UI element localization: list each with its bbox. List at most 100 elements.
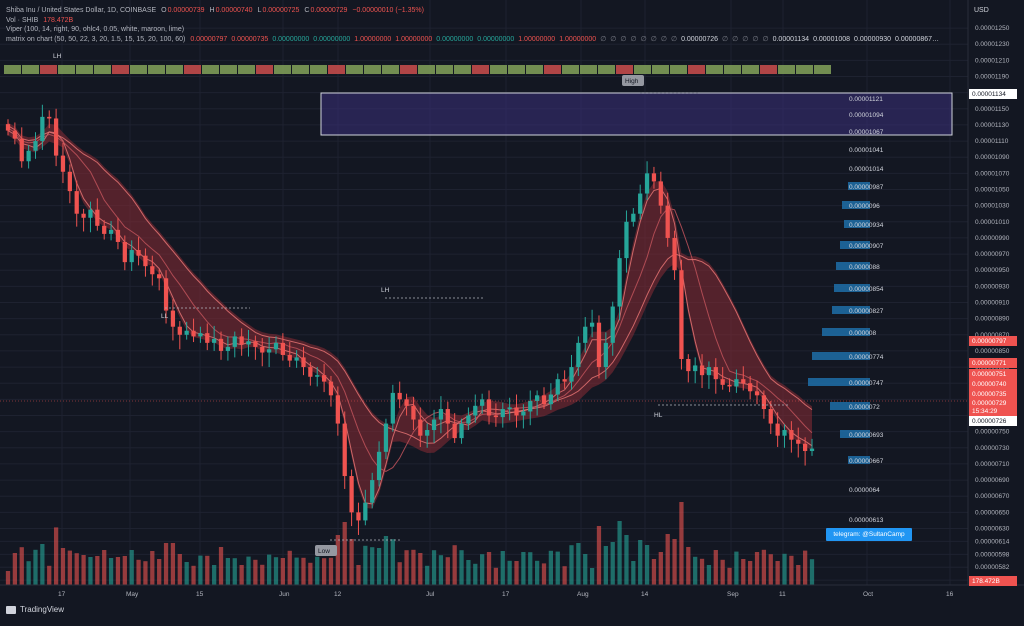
candle-body [754,391,760,396]
annotation-label: High [625,78,639,85]
trend-cell [436,65,453,74]
volume-bar [218,547,224,585]
trend-cell [274,65,291,74]
currency-label[interactable]: USD [974,7,989,14]
trend-cell [724,65,741,74]
candle-body [589,322,595,327]
volume-bar [418,553,423,585]
candle-body [370,480,375,503]
brand-footer[interactable]: TradingView [6,605,64,614]
legend-viper-row[interactable]: Viper (100, 14, right, 90, ohlc4, 0.05, … [6,25,943,35]
volume-bar [411,549,416,585]
candle-body [266,349,272,353]
candle-body [638,193,643,214]
trend-cell [58,65,75,74]
volume-bar [445,557,450,585]
time-axis[interactable]: 17 May 15 Jun 12 Jul 17 Aug 14 Sep 11 Oct 16 [58,591,954,598]
candle-body [713,367,718,380]
trend-cell [634,65,651,74]
volume-bar [796,565,801,585]
matrix-value: 0.00000735 [231,35,269,43]
annotation-label: LL [161,313,169,320]
candle-body [157,274,162,279]
volume-bar [720,559,725,585]
volume-bar [672,539,677,585]
price-axis-tick: 0.00000690 [975,477,1010,484]
legend-volume-row: Vol · SHIB 178.472B [6,16,943,26]
price-label-bg [969,379,1017,389]
volume-bar [239,565,244,585]
candle-body [748,383,753,392]
time-axis-tick: 12 [334,591,342,598]
volume-bar [466,560,471,585]
price-label-text: 0.00000751 [972,371,1007,378]
volume-bar [53,527,59,585]
trend-cell [742,65,759,74]
level-bar [840,241,870,249]
candle-body [205,333,210,343]
trend-cell [616,65,633,74]
matrix-value: 0.00000000 [313,35,351,43]
volume-bar [47,565,52,585]
trend-cell [310,65,327,74]
volume-bar [789,555,794,585]
candle-body [411,405,416,420]
candle-body [253,341,258,347]
symbol-title[interactable]: Shiba Inu / United States Dollar, 1D, CO… [6,7,157,14]
volume-bar [273,557,279,585]
trend-cell [526,65,543,74]
annotation-label: LH [381,287,390,294]
volume-bar [246,556,251,585]
volume-bar [157,559,162,585]
time-axis-tick: Sep [727,591,739,598]
volume-bar [699,558,705,585]
level-bar [848,182,870,190]
matrix-value: ∅ [742,35,749,43]
price-axis-tick: 0.00001190 [975,74,1009,81]
volume-bar [5,571,11,585]
trend-cell [382,65,399,74]
candle-body [796,439,801,444]
candle-body [12,130,18,139]
volume-bars [5,502,815,585]
candle-body [438,409,444,420]
level-bar [812,352,870,360]
viper-indicator-label[interactable]: Viper (100, 14, right, 90, ohlc4, 0.05, … [6,26,185,33]
volume-label[interactable]: Vol · SHIB [6,16,39,24]
matrix-value: 0.00001008 [813,35,851,43]
candle-body [693,365,698,372]
volume-bar [624,535,629,585]
volume-bar [425,565,430,585]
trend-cell [76,65,93,74]
volume-bar [143,561,148,585]
candle-body [136,250,141,256]
trend-cell [328,65,345,74]
candle-body [232,336,237,347]
time-axis-tick: May [126,591,139,598]
volume-bar [610,542,615,585]
trend-cell [184,65,201,74]
candle-body [720,379,725,385]
candle-body [514,407,519,416]
volume-bar [184,562,189,585]
matrix-value: 0.00000726 [681,35,719,43]
legend-matrix-row[interactable]: matrix on chart (50, 50, 22, 3, 20, 1.5,… [6,35,943,45]
annotation-label: Low [318,548,330,555]
zone-box [320,92,953,136]
candle-body [335,395,340,424]
candle-body [218,338,224,351]
candle-body [603,342,608,368]
candle-body [19,138,24,162]
candle-body [328,381,334,396]
price-axis-tick: 0.00001050 [975,187,1010,194]
volume-bar [555,551,560,585]
volume-bar [74,553,79,585]
volume-bar [335,535,340,585]
volume-bar [617,521,622,585]
volume-bar [383,536,389,585]
matrix-indicator-label[interactable]: matrix on chart (50, 50, 22, 3, 20, 1.5,… [6,35,186,43]
price-label-bg [969,416,1017,426]
candle-body [108,229,114,234]
